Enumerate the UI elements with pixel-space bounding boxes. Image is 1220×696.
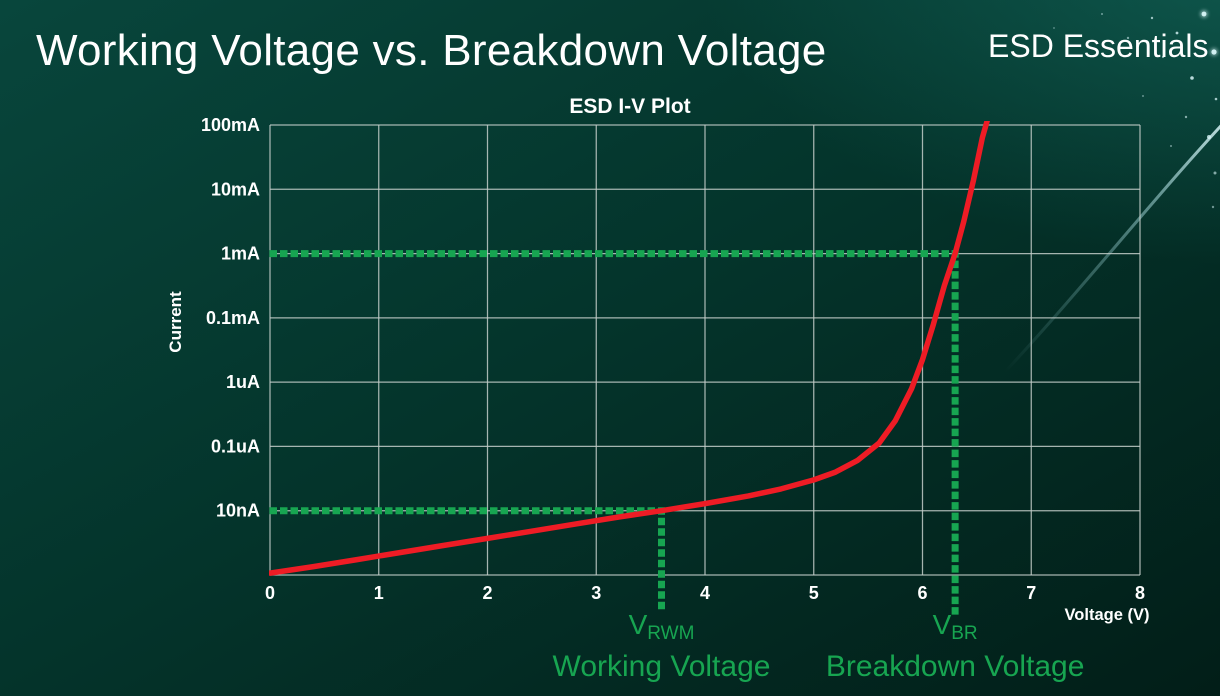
x-tick-label: 8 (1135, 583, 1145, 603)
brand-logo-text: ESD Essentials (988, 28, 1209, 64)
iv-curve (269, 121, 990, 576)
y-tick-label: 1mA (221, 244, 260, 264)
x-tick-label: 1 (374, 583, 384, 603)
vbr-symbol-main: V (932, 609, 952, 640)
annotation-working-voltage: VRWM Working Voltage (552, 610, 771, 684)
chart-grid (269, 124, 1141, 576)
vrwm-symbol-main: V (628, 609, 648, 640)
y-tick-label: 0.1mA (206, 308, 260, 328)
x-tick-label: 3 (591, 583, 601, 603)
annotation-guides (269, 250, 959, 616)
vrwm-symbol: VRWM (553, 610, 771, 649)
y-tick-label: 10nA (216, 501, 260, 521)
annotation-breakdown-voltage: VBR Breakdown Voltage (825, 610, 1085, 684)
x-tick-label: 5 (809, 583, 819, 603)
x-tick-label: 2 (482, 583, 492, 603)
x-tick-label: 7 (1026, 583, 1036, 603)
breakdown-voltage-caption: Breakdown Voltage (825, 650, 1085, 683)
axis-ticks: 100mA 10mA 1mA 0.1mA 1uA 0.1uA 10nA 0 1 2 3 4 5 6 7 8 (201, 115, 1145, 603)
y-tick-label: 10mA (211, 179, 260, 199)
vbr-symbol: VBR (826, 610, 1085, 649)
x-tick-label: 6 (917, 583, 927, 603)
page-title: Working Voltage vs. Breakdown Voltage (36, 26, 827, 75)
vrwm-symbol-subscript: RWM (647, 623, 695, 644)
x-tick-label: 4 (700, 583, 710, 603)
x-axis-label: Voltage (V) (1064, 606, 1150, 624)
working-voltage-caption: Working Voltage (552, 650, 771, 683)
y-tick-label: 0.1uA (211, 436, 260, 456)
chart-title: ESD I-V Plot (569, 95, 691, 118)
y-tick-label: 1uA (226, 372, 260, 392)
x-tick-label: 0 (265, 583, 275, 603)
vbr-symbol-subscript: BR (951, 623, 978, 644)
y-tick-label: 100mA (201, 115, 260, 135)
